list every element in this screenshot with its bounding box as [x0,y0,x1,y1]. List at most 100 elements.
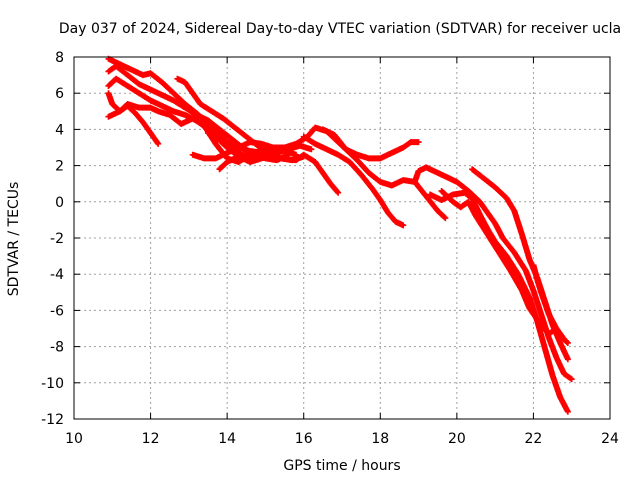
data-point-run [217,159,230,172]
data-point [568,376,575,383]
data-point [155,140,162,147]
data-point-run [504,196,517,213]
data-point-run [496,250,513,273]
data-point-run [512,250,529,273]
data-point-run [385,210,398,224]
x-tick-label: 24 [601,431,619,447]
data-point-run [485,232,502,255]
data-point-run [217,132,230,145]
x-tick-labels: 10 12 14 16 18 20 22 24 [65,431,619,447]
data-series-track-9 [300,133,407,229]
data-point-run [217,127,233,141]
data-point-run [355,158,371,175]
data-series-track-16 [205,130,315,162]
data-point-run [500,236,517,255]
data-point-run [557,341,571,362]
data-point-run [546,312,559,331]
y-tick-label: -12 [41,412,64,428]
data-point-run [527,306,544,327]
data-point-run [466,188,482,204]
y-tick-label: 2 [55,159,64,175]
axis-ticks [73,56,611,420]
data-point-run [473,214,490,237]
data-series-track-11 [411,164,575,383]
y-tick-label: 8 [55,50,64,66]
data-point-run [171,91,188,107]
data-point-run [546,335,559,360]
data-point [308,146,315,153]
data-point-run [557,395,571,414]
data-point-run [492,221,506,240]
data-point-run [125,72,142,87]
data-point-run [538,290,552,316]
data-points [105,55,575,415]
data-point-run [469,196,483,217]
data-point-run [167,112,184,127]
data-point-run [519,232,533,262]
data-point-run [424,194,440,213]
data-point-run [221,116,237,130]
data-point-run [206,118,222,132]
data-point-run [542,346,556,378]
y-tick-label: -10 [41,376,64,392]
y-tick-label: -2 [50,231,64,247]
y-tick-label: -6 [50,303,64,319]
data-point-run [523,268,536,293]
data-series-track-5 [105,102,162,147]
data-point-run [332,132,349,152]
data-point-run [493,185,509,201]
data-point-run [508,268,525,293]
y-tick-label: 0 [55,195,64,211]
data-point-run [366,170,383,185]
data-point [564,356,571,363]
data-series-track-2 [105,63,292,164]
data-series-track-12 [427,189,571,415]
data-point-run [470,167,486,181]
y-tick-label: 4 [55,122,64,138]
data-series-track-8 [216,151,342,196]
data-point-run [465,199,479,219]
data-point-run [232,125,249,139]
data-point-run [562,337,570,346]
data-point [415,139,422,146]
data-point [564,339,571,346]
x-tick-label: 22 [525,431,543,447]
data-point-run [511,209,525,237]
x-tick-label: 14 [218,431,236,447]
data-point-run [125,103,138,116]
data-point [442,215,449,222]
grid-lines [74,57,610,419]
data-point-run [160,80,176,96]
data-point-run [133,111,146,125]
chart-title: Day 037 of 2024, Sidereal Day-to-day VTE… [59,21,621,37]
x-tick-label: 12 [142,431,160,447]
y-tick-label: 6 [55,86,64,102]
y-tick-labels: -12 -10 -8 -6 -4 -2 0 2 4 6 8 [41,50,64,428]
x-tick-label: 20 [448,431,466,447]
data-point [335,189,342,196]
data-point-run [148,71,165,85]
data-point-run [439,188,456,204]
data-point-run [114,63,130,78]
data-point-run [435,208,448,221]
data-point-run [477,212,490,231]
data-point-run [553,355,567,376]
data-point-run [347,159,364,177]
data-point-run [217,138,233,152]
data-point [400,222,407,229]
x-axis-label: GPS time / hours [283,458,400,474]
data-point [564,408,571,415]
data-point-run [549,373,563,400]
data-series-track-15 [530,262,571,346]
data-point-run [454,179,471,194]
data-point-run [205,121,222,137]
x-tick-label: 16 [295,431,313,447]
data-point-run [328,181,341,195]
x-tick-label: 18 [371,431,389,447]
data-point-run [377,198,391,215]
data-point-run [530,288,544,316]
y-tick-label: -8 [50,340,64,356]
data-point-run [504,254,521,277]
